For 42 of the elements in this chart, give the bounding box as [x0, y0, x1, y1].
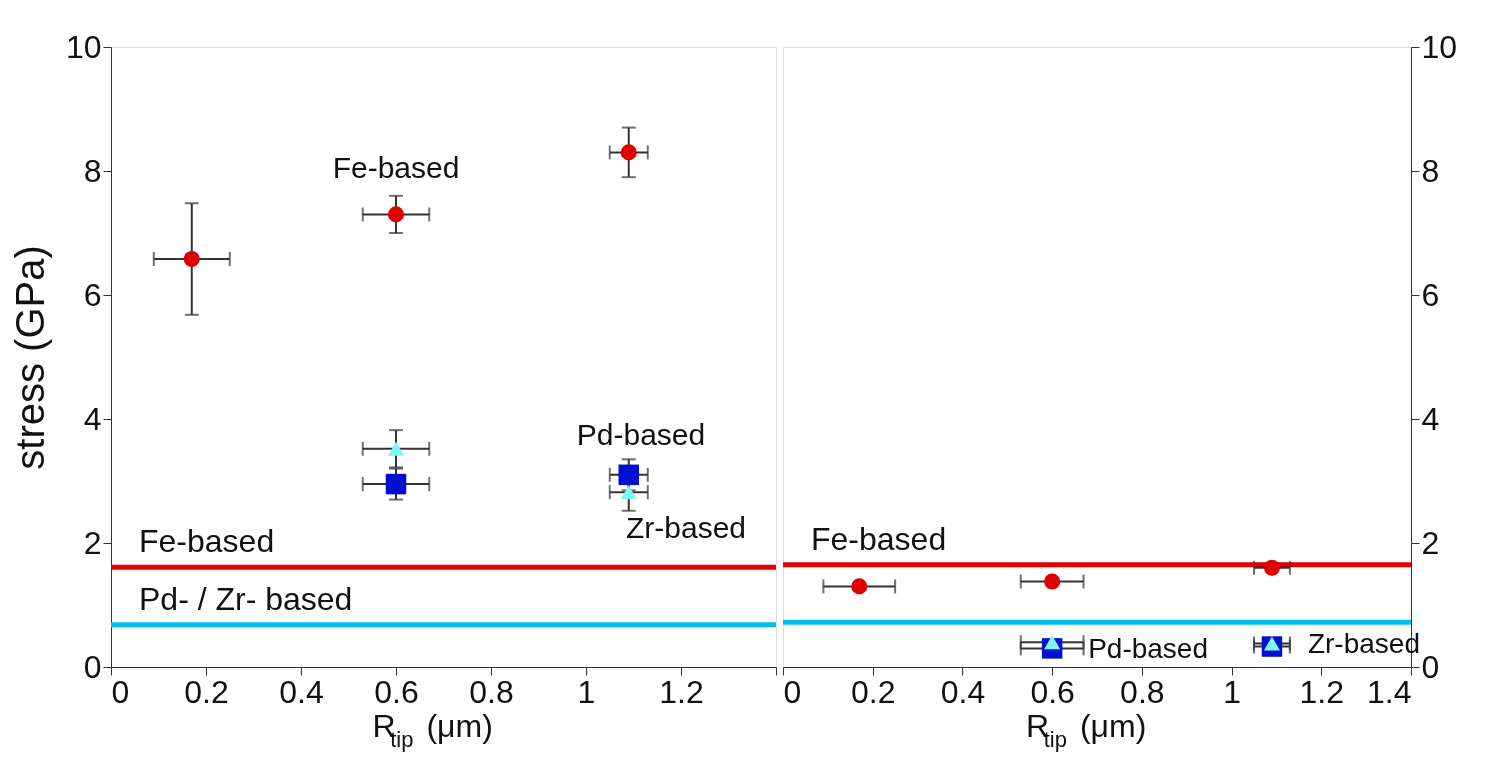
- annotation: Pd-based: [1088, 633, 1209, 665]
- x-tick-label: 0.8: [1120, 673, 1165, 710]
- point: [387, 206, 405, 223]
- x-tick-label: 0.8: [469, 673, 514, 710]
- y-tick-label: 6: [83, 276, 102, 313]
- point: [620, 144, 637, 161]
- y-tick-label: 10: [65, 28, 102, 65]
- point: [385, 473, 407, 495]
- y-tick-label: 0: [1421, 648, 1440, 685]
- x-tick-label: 0.2: [184, 673, 229, 710]
- x-tick-label: 0.6: [1030, 673, 1075, 710]
- annotation: Pd-based: [576, 418, 706, 451]
- x-tick-label: 1.2: [659, 673, 704, 710]
- x-tick-label: 1.2: [1299, 673, 1345, 710]
- y-tick-label: 8: [83, 152, 102, 189]
- x-tick-label: 0.4: [940, 673, 986, 710]
- x-tick-label: 1: [577, 673, 596, 710]
- point: [387, 441, 405, 456]
- annotation: Zr-based: [625, 511, 747, 544]
- y-tick-label: 4: [83, 400, 102, 437]
- y-axis-title: stress (GPa): [7, 245, 52, 470]
- ref-line-label: Fe-based: [139, 523, 275, 560]
- y-tick-label: 6: [1421, 276, 1440, 313]
- point: [618, 464, 639, 486]
- x-tick-label: 0.4: [279, 673, 324, 710]
- y-tick-label: 4: [1421, 400, 1440, 437]
- x-tick-label: 1: [1223, 673, 1241, 710]
- y-tick-label: 2: [1421, 524, 1440, 561]
- x-tick-label: 1.4: [1367, 673, 1412, 710]
- y-tick-label: 8: [1421, 152, 1440, 189]
- x-tick-label: 0.6: [374, 673, 419, 710]
- x-tick-label: 0: [111, 673, 130, 710]
- y-tick-label: 10: [1421, 28, 1458, 65]
- annotation: Fe-based: [332, 151, 460, 184]
- y-tick-label: 0: [83, 648, 102, 685]
- point: [183, 250, 200, 268]
- x-tick-label: 0.2: [850, 673, 896, 710]
- ref-line-label: Fe-based: [811, 520, 947, 557]
- y-tick-label: 2: [83, 524, 102, 561]
- ref-line-label: Pd- / Zr- based: [139, 580, 353, 617]
- x-tick-label: 0: [783, 673, 802, 710]
- point: [620, 485, 637, 500]
